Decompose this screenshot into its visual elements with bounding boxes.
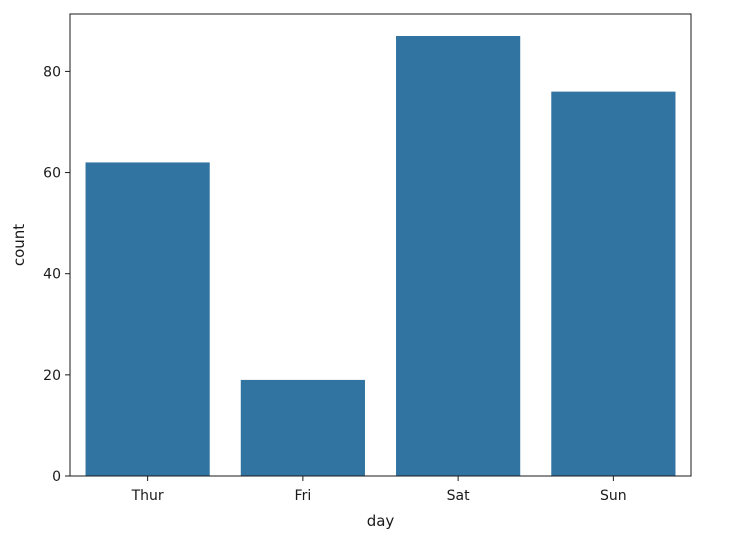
x-tick-label: Thur <box>131 488 164 504</box>
plot-frame <box>69 13 692 477</box>
y-tick-label: 80 <box>43 64 61 80</box>
y-axis: 0 20 40 60 80 <box>43 64 70 485</box>
y-tick-label: 60 <box>43 166 61 182</box>
bar-thur <box>85 162 210 477</box>
x-axis-label: day <box>367 512 395 530</box>
x-tick-label: Fri <box>295 488 312 504</box>
x-tick-label: Sat <box>447 488 470 504</box>
y-tick-label: 20 <box>43 368 61 384</box>
bars-group <box>85 36 676 477</box>
y-tick-label: 0 <box>52 469 61 485</box>
bar-sat <box>396 36 521 476</box>
x-axis: Thur Fri Sat Sun <box>131 476 627 504</box>
bar-sun <box>551 91 676 476</box>
y-tick-label: 40 <box>43 267 61 283</box>
x-tick-label: Sun <box>600 488 627 504</box>
bar-fri <box>240 379 365 476</box>
y-axis-label: count <box>10 224 28 266</box>
